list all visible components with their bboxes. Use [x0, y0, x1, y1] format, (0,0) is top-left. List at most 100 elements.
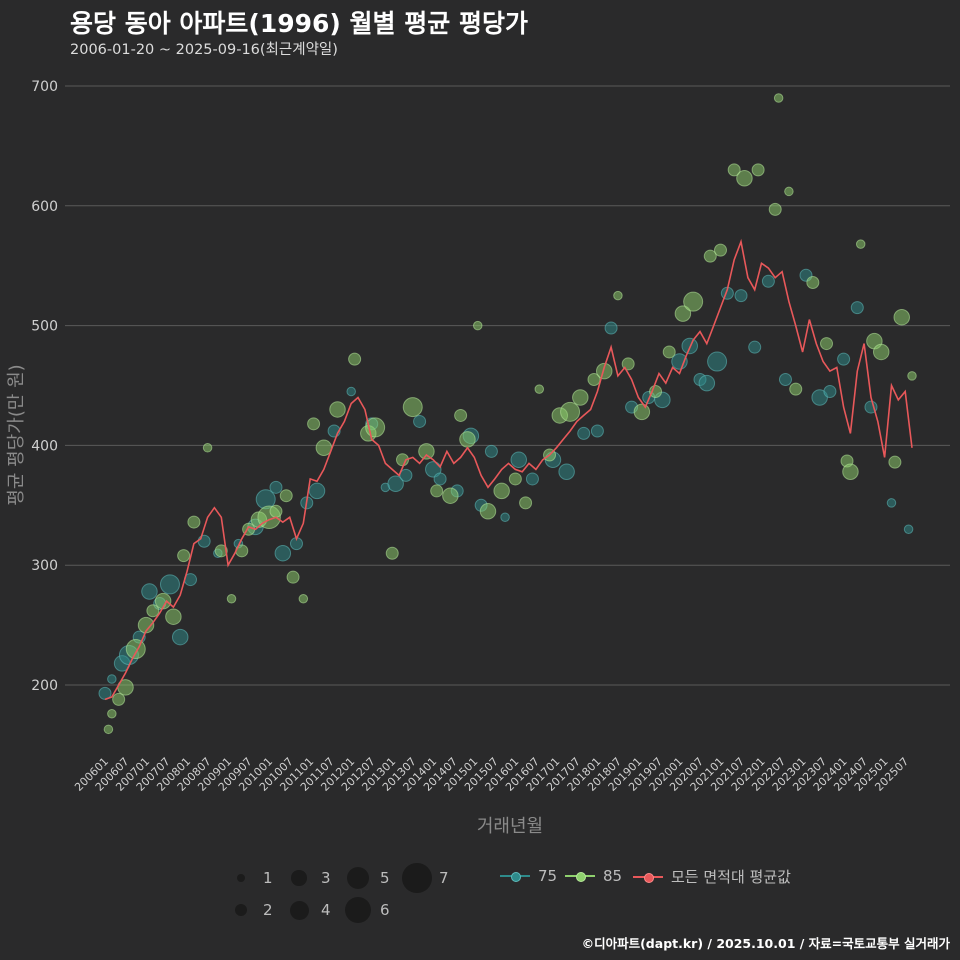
point-75 [346, 386, 356, 397]
legend-swatch-average [633, 867, 663, 887]
average-line [104, 238, 913, 701]
size-legend-label: 4 [321, 901, 331, 919]
size-legend-label: 5 [380, 869, 390, 887]
size-legend-label: 1 [263, 869, 273, 887]
point-85 [683, 291, 704, 312]
point-85 [177, 549, 191, 563]
point-85 [298, 593, 309, 604]
legend-label-85: 85 [603, 867, 623, 885]
y-axis-ticks: 200 300 400 500 600 700 [31, 79, 58, 694]
legend-item-average: 모든 면적대 평균값 [633, 866, 791, 887]
point-85 [329, 401, 346, 418]
size-legend-item-6: 6 [342, 894, 390, 926]
point-75 [698, 374, 716, 392]
size-legend-item-7: 7 [401, 862, 449, 894]
point-85 [893, 308, 910, 326]
point-85 [112, 692, 126, 706]
legend-label-75: 75 [538, 867, 558, 885]
average-line-path [104, 238, 913, 701]
point-85 [430, 484, 444, 498]
point-85 [768, 202, 782, 216]
size-legend-item-4: 4 [283, 894, 331, 926]
legend-swatch-75 [500, 866, 530, 886]
point-75 [707, 351, 728, 372]
legend-item-85: 85 [565, 866, 622, 886]
point-85 [508, 472, 522, 486]
chart-title: 용당 동아 아파트(1996) 월별 평균 평당가 [70, 9, 528, 38]
point-85 [703, 249, 717, 263]
point-75 [903, 524, 914, 535]
point-75 [197, 534, 211, 548]
point-85 [454, 408, 468, 422]
size-legend-dot [345, 897, 371, 923]
point-85 [385, 546, 399, 560]
size-legend-item-3: 3 [283, 862, 331, 894]
point-85 [855, 239, 866, 249]
y-tick-label: 600 [31, 199, 58, 215]
size-legend-dot [236, 873, 246, 883]
point-85 [613, 290, 623, 301]
point-85 [286, 570, 300, 584]
point-85 [187, 515, 201, 529]
point-85 [418, 443, 435, 460]
point-85 [279, 489, 293, 503]
size-legend-dot [402, 863, 432, 893]
size-legend-label: 7 [439, 869, 449, 887]
size-legend-label: 6 [380, 901, 390, 919]
point-75 [308, 482, 326, 500]
point-75 [510, 451, 528, 469]
point-85 [595, 362, 613, 380]
point-85 [348, 352, 362, 366]
point-75 [159, 574, 180, 595]
point-85 [727, 163, 741, 177]
point-85 [773, 93, 784, 103]
point-75 [748, 340, 762, 354]
legend-label-average: 모든 면적대 평균값 [671, 868, 791, 886]
point-75 [107, 674, 117, 684]
chart-subtitle: 2006-01-20 ~ 2025-09-16(최근계약일) [70, 42, 338, 58]
point-75 [778, 373, 792, 387]
point-75 [850, 301, 864, 315]
y-tick-label: 300 [31, 558, 58, 574]
size-legend-dot [291, 870, 307, 886]
point-85 [442, 487, 459, 504]
x-axis-ticks: 2006012006072007012007072008012008072009… [72, 755, 911, 794]
point-75 [525, 472, 539, 486]
scatter-points [98, 93, 917, 735]
point-85 [714, 243, 728, 257]
point-85 [402, 397, 423, 418]
point-75 [823, 384, 837, 398]
grid-lines [65, 85, 950, 686]
point-85 [459, 431, 476, 448]
size-legend-dot [235, 904, 247, 916]
y-tick-label: 200 [31, 678, 58, 694]
point-85 [784, 186, 794, 197]
point-75 [433, 472, 447, 486]
point-75 [604, 321, 618, 335]
point-85 [146, 604, 160, 618]
point-85 [789, 382, 803, 396]
point-75 [886, 498, 897, 508]
point-85 [493, 482, 510, 500]
point-85 [479, 503, 497, 520]
point-85 [519, 496, 533, 510]
point-85 [736, 169, 753, 187]
point-75 [837, 352, 851, 366]
point-85 [806, 275, 820, 289]
point-85 [165, 608, 182, 625]
point-85 [103, 724, 114, 735]
point-85 [307, 417, 321, 431]
point-85 [572, 389, 589, 406]
point-85 [872, 343, 890, 361]
point-75 [500, 512, 510, 523]
point-75 [171, 628, 189, 646]
point-85 [751, 163, 765, 177]
point-85 [154, 592, 172, 610]
size-legend-dot [346, 866, 370, 890]
point-85 [888, 455, 902, 469]
legend: 1 2 3 4 5 6 7 75 85 모든 면적대 평균값 [225, 858, 825, 928]
size-legend-item-2: 2 [225, 894, 273, 926]
point-85 [202, 443, 213, 453]
point-85 [534, 384, 545, 394]
point-75 [141, 583, 158, 600]
